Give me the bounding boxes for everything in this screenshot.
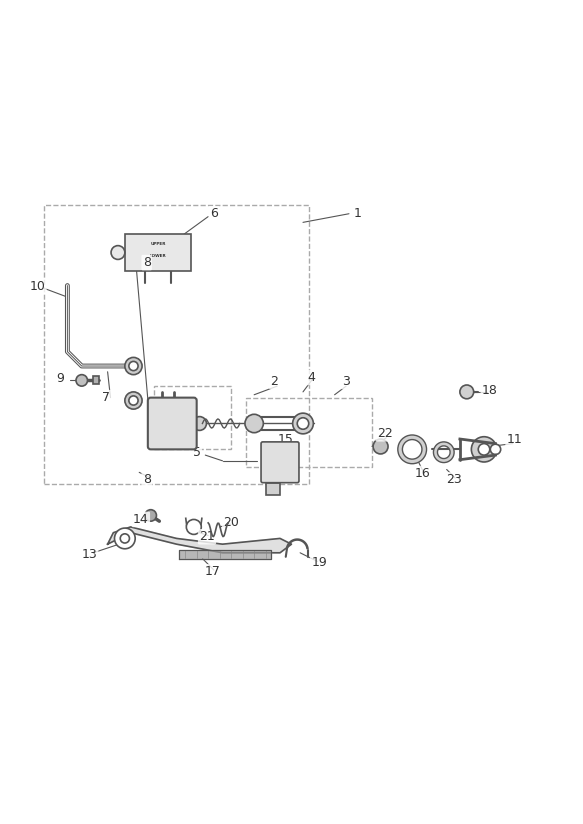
Text: 4: 4 [308, 371, 315, 384]
Text: 3: 3 [342, 375, 350, 388]
Text: 22: 22 [377, 428, 392, 440]
Circle shape [76, 375, 87, 386]
Circle shape [129, 396, 138, 405]
Polygon shape [108, 527, 292, 553]
Text: 16: 16 [415, 467, 430, 480]
Text: 18: 18 [482, 384, 498, 396]
Circle shape [114, 528, 135, 549]
Text: 11: 11 [507, 433, 522, 446]
Text: 9: 9 [280, 466, 289, 479]
Text: 2: 2 [271, 375, 278, 388]
FancyBboxPatch shape [148, 398, 196, 449]
FancyBboxPatch shape [266, 483, 280, 495]
Polygon shape [180, 550, 272, 559]
Text: 1: 1 [354, 208, 361, 220]
Text: 21: 21 [199, 530, 215, 543]
Text: 8: 8 [143, 473, 150, 485]
Text: 12: 12 [269, 456, 285, 469]
Circle shape [125, 358, 142, 375]
Text: 15: 15 [278, 433, 294, 446]
Circle shape [373, 439, 388, 454]
Text: 9: 9 [57, 372, 65, 385]
FancyBboxPatch shape [261, 442, 299, 483]
Circle shape [460, 385, 473, 399]
Text: 6: 6 [210, 208, 218, 220]
Bar [44, 205, 309, 484]
Circle shape [111, 246, 125, 260]
Text: LOWER: LOWER [150, 254, 166, 258]
Text: 17: 17 [204, 565, 220, 578]
Circle shape [129, 362, 138, 371]
Text: 13: 13 [82, 548, 97, 561]
Circle shape [245, 414, 264, 433]
Text: 10: 10 [30, 280, 45, 293]
Bar [245, 398, 372, 466]
Text: 19: 19 [311, 556, 327, 569]
Text: 8: 8 [143, 256, 150, 269]
Circle shape [187, 519, 201, 535]
FancyBboxPatch shape [93, 377, 99, 385]
Bar [153, 386, 231, 449]
Circle shape [297, 418, 309, 429]
Circle shape [478, 443, 490, 455]
Circle shape [125, 392, 142, 410]
Text: 5: 5 [192, 446, 201, 459]
Circle shape [490, 444, 501, 455]
Text: 20: 20 [223, 516, 239, 529]
FancyBboxPatch shape [125, 234, 191, 271]
Text: 23: 23 [445, 473, 461, 486]
Circle shape [472, 437, 497, 462]
Text: 7: 7 [103, 391, 110, 404]
Text: UPPER: UPPER [150, 242, 166, 246]
Circle shape [145, 510, 156, 522]
Circle shape [293, 413, 313, 434]
Circle shape [120, 534, 129, 543]
Circle shape [192, 417, 206, 430]
Text: 14: 14 [133, 513, 149, 526]
